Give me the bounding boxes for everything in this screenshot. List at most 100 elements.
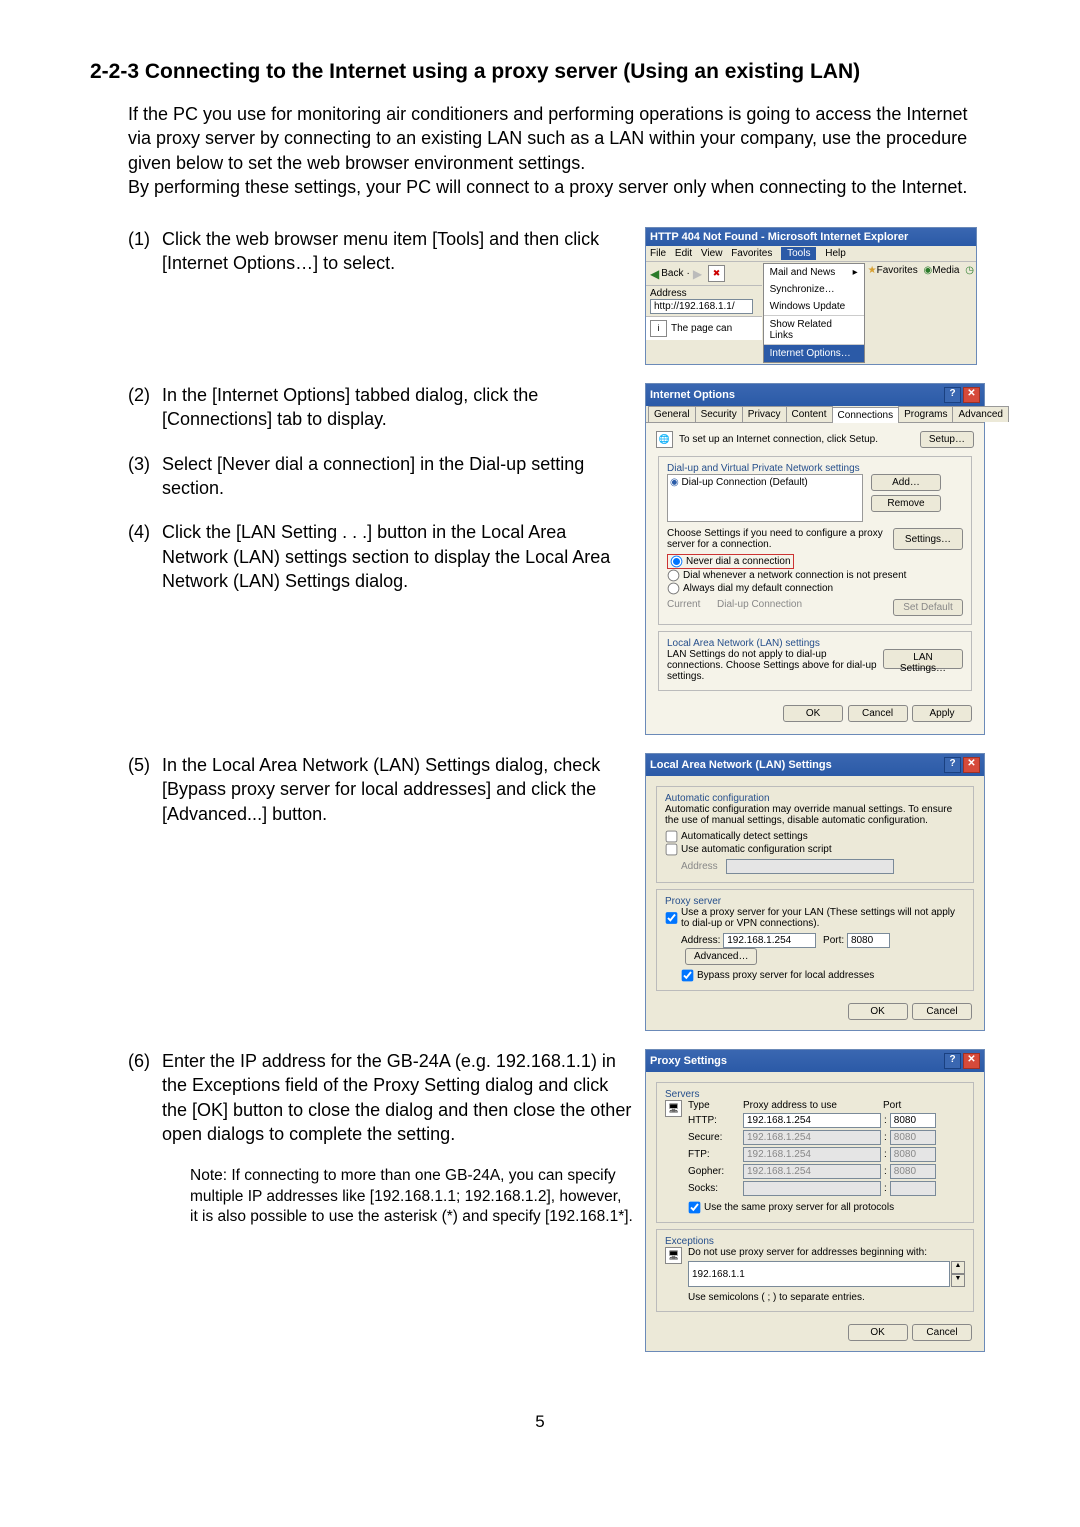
- step-3-number: (3): [128, 452, 162, 501]
- scroll-down-icon[interactable]: ▼: [951, 1274, 965, 1287]
- forward-icon[interactable]: ▶: [693, 267, 702, 281]
- menu-help[interactable]: Help: [825, 248, 846, 259]
- proxy-settings-dialog: Proxy Settings ? ✕ Servers 🖥 Type: [645, 1049, 985, 1352]
- tab-security[interactable]: Security: [695, 406, 743, 422]
- back-label[interactable]: Back: [661, 268, 683, 279]
- tools-mail-news[interactable]: Mail and News▸: [764, 264, 864, 281]
- help-icon[interactable]: ?: [944, 1053, 961, 1069]
- close-icon[interactable]: ✕: [963, 387, 980, 403]
- ok-button[interactable]: OK: [783, 705, 843, 722]
- stop-icon[interactable]: ✖: [708, 265, 725, 282]
- socks-label: Socks:: [688, 1183, 743, 1194]
- step-2-number: (2): [128, 383, 162, 432]
- http-port-input[interactable]: [890, 1113, 936, 1128]
- script-address-input: [726, 859, 894, 874]
- help-icon[interactable]: ?: [944, 757, 961, 773]
- toolbar-favorites[interactable]: Favorites: [877, 265, 918, 276]
- step-6-number: (6): [128, 1049, 162, 1146]
- socks-addr-input: [743, 1181, 881, 1196]
- tab-content[interactable]: Content: [786, 406, 833, 422]
- menu-file[interactable]: File: [650, 248, 666, 259]
- address-input[interactable]: [650, 299, 753, 314]
- io-title: Internet Options: [650, 389, 735, 401]
- menu-edit[interactable]: Edit: [675, 248, 692, 259]
- scroll-up-icon[interactable]: ▲: [951, 1261, 965, 1274]
- step-1-number: (1): [128, 227, 162, 276]
- setup-button[interactable]: Setup…: [920, 431, 974, 448]
- auto-script-checkbox[interactable]: [666, 844, 678, 856]
- same-proxy-label: Use the same proxy server for all protoc…: [704, 1202, 894, 1213]
- step-6-text: Enter the IP address for the GB-24A (e.g…: [162, 1049, 633, 1146]
- tools-windows-update[interactable]: Windows Update: [764, 298, 864, 315]
- menu-favorites[interactable]: Favorites: [731, 248, 772, 259]
- cancel-button[interactable]: Cancel: [912, 1003, 972, 1020]
- tools-sync[interactable]: Synchronize…: [764, 281, 864, 298]
- gopher-label: Gopher:: [688, 1166, 743, 1177]
- step-5-text: In the Local Area Network (LAN) Settings…: [162, 753, 633, 826]
- lan-legend: Local Area Network (LAN) settings: [667, 638, 963, 649]
- http-addr-input[interactable]: [743, 1113, 881, 1128]
- proxy-address-input[interactable]: [723, 933, 816, 948]
- proxy-title: Proxy Settings: [650, 1055, 727, 1067]
- exceptions-legend: Exceptions: [665, 1236, 965, 1247]
- auto-detect-label: Automatically detect settings: [681, 831, 808, 842]
- close-icon[interactable]: ✕: [963, 1053, 980, 1069]
- cancel-button[interactable]: Cancel: [912, 1324, 972, 1341]
- always-dial-radio[interactable]: [668, 583, 680, 595]
- use-proxy-checkbox[interactable]: [666, 908, 678, 928]
- lan-title: Local Area Network (LAN) Settings: [650, 759, 832, 771]
- ie-title: HTTP 404 Not Found - Microsoft Internet …: [650, 231, 908, 243]
- tab-connections[interactable]: Connections: [832, 407, 900, 423]
- tools-internet-options[interactable]: Internet Options…: [764, 344, 864, 362]
- set-default-button[interactable]: Set Default: [893, 599, 963, 616]
- apply-button[interactable]: Apply: [912, 705, 972, 722]
- ok-button[interactable]: OK: [848, 1324, 908, 1341]
- cancel-button[interactable]: Cancel: [848, 705, 908, 722]
- auto-script-label: Use automatic configuration script: [681, 844, 832, 855]
- setup-text: To set up an Internet connection, click …: [679, 434, 920, 445]
- lan-settings-button[interactable]: LAN Settings…: [883, 649, 963, 669]
- ie-window: HTTP 404 Not Found - Microsoft Internet …: [645, 227, 977, 365]
- help-icon[interactable]: ?: [944, 387, 961, 403]
- settings-button[interactable]: Settings…: [893, 528, 963, 550]
- dial-whenever-label: Dial whenever a network connection is no…: [683, 570, 906, 581]
- proxy-port-input[interactable]: [847, 933, 890, 948]
- current-value: Dial-up Connection: [717, 599, 893, 616]
- choose-settings-text: Choose Settings if you need to configure…: [667, 528, 893, 550]
- exceptions-input[interactable]: [688, 1261, 950, 1287]
- ok-button[interactable]: OK: [848, 1003, 908, 1020]
- tools-related-links[interactable]: Show Related Links: [764, 315, 864, 344]
- back-icon[interactable]: ◀: [650, 267, 659, 281]
- dialup-entry[interactable]: Dial-up Connection (Default): [682, 477, 808, 488]
- remove-button[interactable]: Remove: [871, 495, 941, 512]
- semicolons-hint: Use semicolons ( ; ) to separate entries…: [688, 1292, 965, 1303]
- step-5-number: (5): [128, 753, 162, 826]
- tab-advanced[interactable]: Advanced: [952, 406, 1008, 422]
- secure-addr-input: [743, 1130, 881, 1145]
- auto-config-text: Automatic configuration may override man…: [665, 804, 965, 826]
- never-dial-radio[interactable]: [671, 556, 683, 568]
- exceptions-text: Do not use proxy server for addresses be…: [688, 1247, 965, 1258]
- step-3-text: Select [Never dial a connection] in the …: [162, 452, 633, 501]
- intro-para-2: By performing these settings, your PC wi…: [128, 175, 990, 199]
- tab-general[interactable]: General: [648, 406, 696, 422]
- tab-privacy[interactable]: Privacy: [742, 406, 787, 422]
- same-proxy-checkbox[interactable]: [689, 1202, 701, 1214]
- step-4-number: (4): [128, 520, 162, 593]
- secure-port-input: [890, 1130, 936, 1145]
- menu-tools[interactable]: Tools: [781, 247, 816, 260]
- lan-settings-dialog: Local Area Network (LAN) Settings ? ✕ Au…: [645, 753, 985, 1031]
- close-icon[interactable]: ✕: [963, 757, 980, 773]
- auto-detect-checkbox[interactable]: [666, 831, 678, 843]
- addr-header: Proxy address to use: [743, 1100, 883, 1111]
- dial-whenever-radio[interactable]: [668, 570, 680, 582]
- menu-view[interactable]: View: [701, 248, 723, 259]
- bypass-checkbox[interactable]: [682, 970, 694, 982]
- add-button[interactable]: Add…: [871, 474, 941, 491]
- tab-programs[interactable]: Programs: [898, 406, 953, 422]
- step-6-note: Note: If connecting to more than one GB-…: [190, 1166, 633, 1226]
- servers-legend: Servers: [665, 1089, 965, 1100]
- advanced-button[interactable]: Advanced…: [685, 948, 757, 965]
- auto-config-legend: Automatic configuration: [665, 793, 965, 804]
- toolbar-media[interactable]: Media: [932, 265, 959, 276]
